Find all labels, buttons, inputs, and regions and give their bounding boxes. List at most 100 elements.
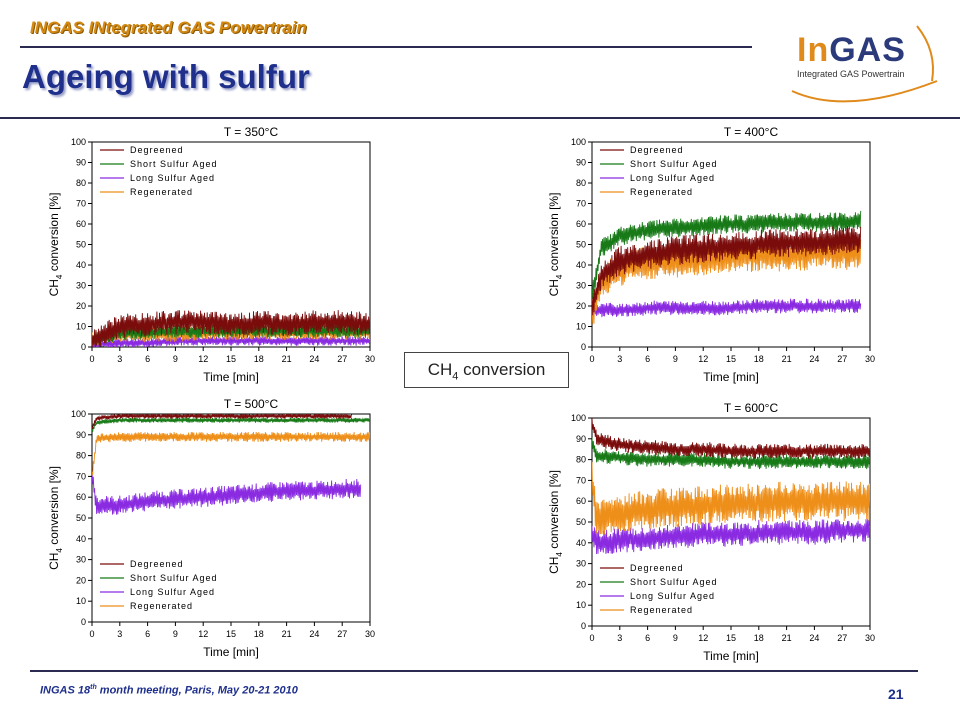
y-tick-label: 100 bbox=[71, 137, 86, 147]
legend-label: Regenerated bbox=[130, 601, 193, 611]
x-axis-label: Time [min] bbox=[703, 649, 759, 663]
x-tick-label: 0 bbox=[89, 354, 94, 364]
y-tick-label: 20 bbox=[576, 579, 586, 589]
x-tick-label: 27 bbox=[337, 629, 347, 639]
x-axis-label: Time [min] bbox=[703, 370, 759, 384]
series-line-long-sulfur-aged bbox=[592, 298, 862, 318]
legend-label: Degreened bbox=[630, 145, 684, 155]
y-axis-label: CH4 conversion [%] bbox=[47, 466, 64, 570]
series-line-degreened bbox=[92, 310, 370, 347]
y-tick-label: 30 bbox=[576, 559, 586, 569]
page-title: Ageing with sulfur bbox=[22, 58, 310, 95]
header-subtitle: INGAS INtegrated GAS Powertrain bbox=[30, 18, 307, 37]
x-tick-label: 6 bbox=[645, 354, 650, 364]
footer-sup: th bbox=[90, 684, 97, 691]
y-tick-label: 50 bbox=[576, 240, 586, 250]
y-tick-label: 80 bbox=[76, 178, 86, 188]
x-tick-label: 12 bbox=[698, 354, 708, 364]
x-tick-label: 3 bbox=[617, 354, 622, 364]
chart-legend: Degreened Short Sulfur Aged Long Sulfur Ag… bbox=[100, 145, 218, 197]
x-tick-label: 30 bbox=[365, 354, 375, 364]
y-tick-label: 100 bbox=[71, 409, 86, 419]
chart-title: T = 600°C bbox=[724, 401, 779, 415]
page-number: 21 bbox=[888, 686, 904, 702]
legend-label: Short Sulfur Aged bbox=[130, 573, 218, 583]
y-tick-label: 20 bbox=[576, 301, 586, 311]
footer-divider bbox=[30, 670, 918, 672]
series-line-degreened bbox=[592, 225, 862, 316]
legend-label: Long Sulfur Aged bbox=[630, 591, 715, 601]
y-tick-label: 40 bbox=[76, 260, 86, 270]
chart-svg: T = 400°C 0 10 20 30 40 50 60 70 80 90 100 0 3 6 9 12 15 1… bbox=[547, 125, 875, 384]
y-tick-label: 40 bbox=[576, 260, 586, 270]
x-tick-label: 0 bbox=[589, 633, 594, 643]
y-tick-label: 10 bbox=[76, 322, 86, 332]
x-tick-label: 12 bbox=[198, 354, 208, 364]
chart-title: T = 500°C bbox=[224, 397, 279, 411]
series-line-regenerated bbox=[92, 431, 370, 476]
series-line-short-sulfur-aged bbox=[592, 437, 870, 470]
y-tick-label: 80 bbox=[76, 451, 86, 461]
x-tick-label: 24 bbox=[809, 633, 819, 643]
x-tick-label: 6 bbox=[145, 629, 150, 639]
y-tick-label: 100 bbox=[571, 413, 586, 423]
x-tick-label: 24 bbox=[309, 354, 319, 364]
y-tick-label: 70 bbox=[76, 471, 86, 481]
legend-label: Long Sulfur Aged bbox=[130, 587, 215, 597]
x-tick-label: 12 bbox=[198, 629, 208, 639]
y-tick-label: 0 bbox=[81, 617, 86, 627]
x-tick-label: 3 bbox=[117, 629, 122, 639]
logo-wordmark: InGAS bbox=[797, 33, 927, 67]
logo-in-text: In bbox=[797, 31, 830, 69]
y-tick-label: 10 bbox=[576, 600, 586, 610]
header-top-rule bbox=[20, 46, 752, 48]
y-tick-label: 90 bbox=[576, 434, 586, 444]
y-tick-label: 80 bbox=[576, 178, 586, 188]
x-tick-label: 6 bbox=[145, 354, 150, 364]
x-tick-label: 27 bbox=[837, 633, 847, 643]
y-tick-label: 60 bbox=[76, 219, 86, 229]
legend-label: Degreened bbox=[630, 563, 684, 573]
series-line-long-sulfur-aged bbox=[92, 335, 370, 347]
ingas-logo: InGAS Integrated GAS Powertrain bbox=[791, 25, 938, 103]
x-tick-label: 24 bbox=[309, 629, 319, 639]
x-tick-label: 24 bbox=[809, 354, 819, 364]
y-tick-label: 90 bbox=[576, 158, 586, 168]
legend-label: Regenerated bbox=[130, 187, 193, 197]
chart-600c: T = 600°C 0 10 20 30 40 50 60 70 80 90 100 0 3 6 9 12 15 1… bbox=[530, 398, 890, 666]
chart-title: T = 350°C bbox=[224, 125, 279, 139]
chart-legend: Degreened Short Sulfur Aged Long Sulfur Ag… bbox=[100, 559, 218, 611]
center-label-sub: 4 bbox=[452, 370, 459, 383]
logo-subtitle: Integrated GAS Powertrain bbox=[797, 69, 905, 79]
x-tick-label: 30 bbox=[865, 354, 875, 364]
x-tick-label: 9 bbox=[673, 354, 678, 364]
x-tick-label: 30 bbox=[865, 633, 875, 643]
x-tick-label: 9 bbox=[173, 629, 178, 639]
x-tick-label: 15 bbox=[226, 629, 236, 639]
x-tick-label: 9 bbox=[673, 633, 678, 643]
x-tick-label: 21 bbox=[282, 629, 292, 639]
x-tick-label: 30 bbox=[365, 629, 375, 639]
y-tick-label: 0 bbox=[581, 342, 586, 352]
y-tick-label: 70 bbox=[576, 199, 586, 209]
y-tick-label: 0 bbox=[581, 621, 586, 631]
y-tick-label: 0 bbox=[81, 342, 86, 352]
y-tick-label: 30 bbox=[76, 555, 86, 565]
series-line-short-sulfur-aged bbox=[92, 417, 370, 432]
legend-label: Short Sulfur Aged bbox=[630, 577, 718, 587]
y-tick-label: 50 bbox=[76, 513, 86, 523]
x-tick-label: 9 bbox=[173, 354, 178, 364]
y-tick-label: 40 bbox=[576, 538, 586, 548]
y-tick-label: 50 bbox=[76, 240, 86, 250]
x-tick-label: 18 bbox=[254, 629, 264, 639]
y-tick-label: 100 bbox=[571, 137, 586, 147]
chart-svg: T = 500°C 0 10 20 30 40 50 60 70 80 90 100 0 3 6 9 12 15 1… bbox=[47, 397, 375, 659]
chart-500c: T = 500°C 0 10 20 30 40 50 60 70 80 90 100 0 3 6 9 12 15 1… bbox=[30, 394, 390, 662]
legend-label: Short Sulfur Aged bbox=[630, 159, 718, 169]
chart-350c: T = 350°C 0 10 20 30 40 50 60 70 80 90 100 0 3 6 9 12 15 1… bbox=[30, 122, 390, 387]
y-tick-label: 60 bbox=[76, 492, 86, 502]
x-tick-label: 21 bbox=[782, 354, 792, 364]
legend-label: Short Sulfur Aged bbox=[130, 159, 218, 169]
y-tick-label: 20 bbox=[76, 575, 86, 585]
x-tick-label: 18 bbox=[254, 354, 264, 364]
